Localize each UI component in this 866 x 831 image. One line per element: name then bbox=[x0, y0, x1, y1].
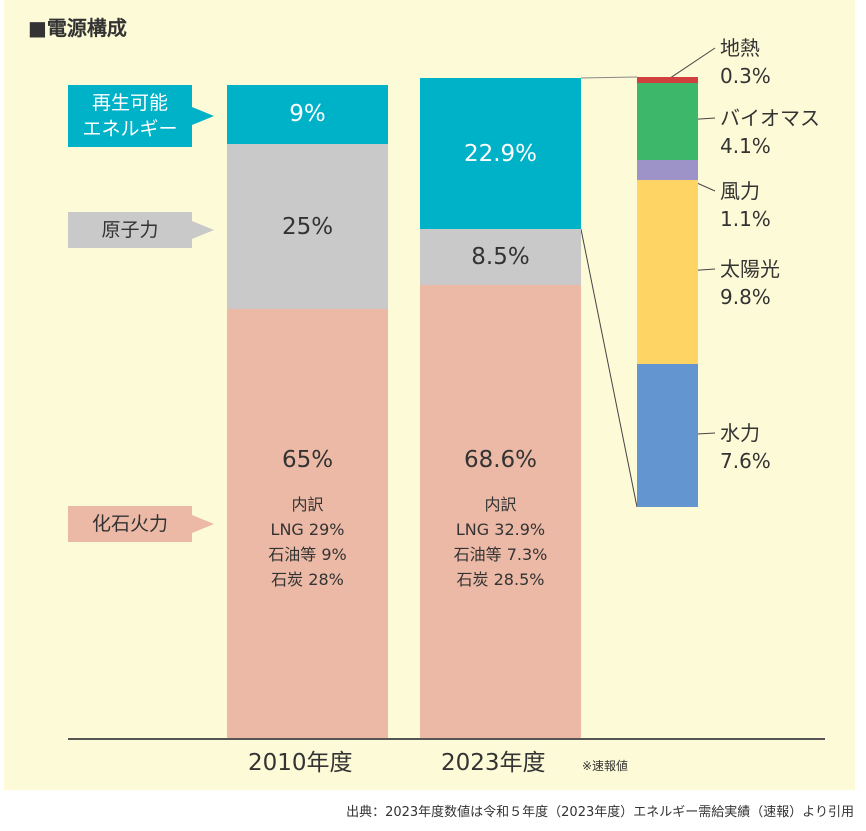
breakdown-name: バイオマス bbox=[720, 106, 820, 130]
breakdown-segment bbox=[637, 180, 698, 365]
breakdown-line: 内訳 bbox=[484, 494, 517, 514]
breakdown-line: 内訳 bbox=[291, 495, 324, 514]
breakdown-line: 石油等 9% bbox=[268, 545, 347, 564]
breakdown-segment bbox=[637, 77, 698, 83]
callout-line: 再生可能 bbox=[91, 92, 168, 114]
fossil-breakdown: 内訳 LNG 29% 石油等 9% 石炭 28% bbox=[227, 492, 388, 592]
breakdown-label: バイオマス 4.1% bbox=[720, 104, 820, 160]
breakdown-line: 石炭 28% bbox=[271, 570, 344, 589]
legend-callout: 化石火力 bbox=[68, 506, 214, 542]
breakdown-label: 地熱 0.3% bbox=[720, 34, 771, 90]
bar-value-label: 25% bbox=[281, 213, 334, 240]
breakdown-value: 4.1% bbox=[720, 134, 771, 158]
preliminary-note: ※速報値 bbox=[582, 759, 629, 773]
breakdown-segment bbox=[637, 159, 698, 181]
breakdown-name: 風力 bbox=[720, 179, 760, 203]
breakdown-name: 地熱 bbox=[720, 36, 760, 60]
chart-title: ■電源構成 bbox=[28, 16, 127, 40]
breakdown-label: 風力 1.1% bbox=[720, 177, 771, 233]
breakdown-value: 9.8% bbox=[720, 285, 771, 309]
connector-line bbox=[580, 229, 638, 508]
callout-text: 原子力 bbox=[101, 217, 158, 243]
callout-line: 原子力 bbox=[101, 219, 159, 241]
callout-text: 化石火力 bbox=[92, 511, 168, 537]
bar-value-label: 65% bbox=[281, 447, 334, 473]
breakdown-line: LNG 32.9% bbox=[455, 519, 546, 539]
x-axis bbox=[68, 738, 825, 740]
bar-segment: 9% bbox=[227, 84, 388, 144]
breakdown-segment bbox=[637, 364, 698, 507]
connector-line bbox=[580, 76, 638, 79]
x-tick-2010: 2010年度 bbox=[248, 750, 353, 776]
breakdown-name: 太陽光 bbox=[720, 257, 780, 281]
breakdown-line: 石炭 28.5% bbox=[456, 569, 545, 589]
breakdown-name: 水力 bbox=[720, 421, 760, 445]
callout-text: 再生可能 エネルギー bbox=[82, 90, 177, 142]
connector-line bbox=[667, 47, 716, 81]
fossil-breakdown: 内訳 LNG 32.9% 石油等 7.3% 石炭 28.5% bbox=[420, 492, 581, 592]
callout-line: エネルギー bbox=[82, 118, 178, 140]
legend-callout: 原子力 bbox=[68, 212, 214, 248]
breakdown-line: 石油等 7.3% bbox=[453, 544, 548, 564]
bar-value-label: 22.9% bbox=[463, 140, 538, 167]
bar-segment: 68.6% 内訳 LNG 32.9% 石油等 7.3% 石炭 28.5% bbox=[420, 285, 581, 738]
bar-segment: 8.5% bbox=[420, 229, 581, 286]
breakdown-value: 7.6% bbox=[720, 449, 771, 473]
breakdown-label: 水力 7.6% bbox=[720, 419, 771, 475]
legend-callout: 再生可能 エネルギー bbox=[68, 85, 214, 147]
callout-line: 化石火力 bbox=[91, 513, 168, 535]
bar-segment: 65% 内訳 LNG 29% 石油等 9% 石炭 28% bbox=[227, 309, 388, 738]
breakdown-value: 1.1% bbox=[720, 207, 771, 231]
breakdown-line: LNG 29% bbox=[270, 520, 345, 539]
bar-value-label: 68.6% bbox=[463, 446, 538, 473]
x-tick-2023: 2023年度 bbox=[441, 750, 546, 776]
breakdown-value: 0.3% bbox=[720, 64, 771, 88]
bar-value-label: 9% bbox=[289, 101, 326, 128]
breakdown-segment bbox=[637, 82, 698, 160]
bar-segment: 22.9% bbox=[420, 78, 581, 230]
source-citation: 出典：2023年度数値は令和５年度（2023年度）エネルギー需給実績（速報）より… bbox=[346, 805, 854, 820]
bar-segment: 25% bbox=[227, 144, 388, 309]
bar-value-label: 8.5% bbox=[471, 244, 530, 271]
breakdown-label: 太陽光 9.8% bbox=[720, 255, 780, 311]
